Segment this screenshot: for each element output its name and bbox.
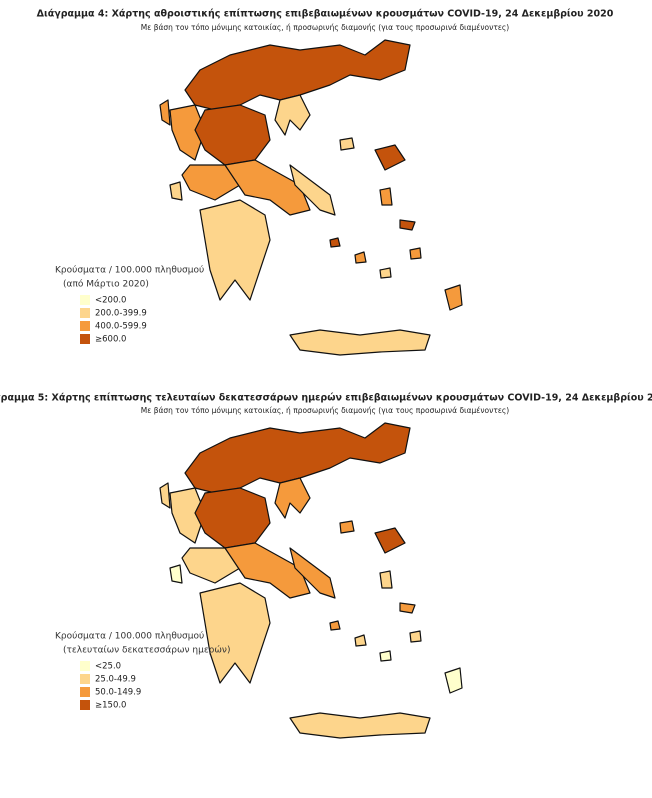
region — [379, 267, 392, 279]
region — [159, 99, 171, 126]
region — [409, 247, 422, 260]
legend-swatch — [80, 687, 90, 697]
region — [354, 251, 367, 264]
region — [444, 284, 463, 311]
region — [374, 144, 406, 171]
legend-label: <200.0 — [95, 296, 126, 306]
region — [184, 39, 411, 111]
region — [379, 650, 392, 662]
legend-title: Κρούσματα / 100.000 πληθυσμού — [55, 631, 204, 642]
legend-swatch — [80, 308, 90, 318]
region — [199, 582, 271, 684]
figure-subtitle: Με βάση τον τόπο μόνιμης κατοικίας, ή πρ… — [141, 23, 510, 32]
region — [379, 187, 393, 206]
figure-title: Διάγραμμα 4: Χάρτης αθροιστικής επίπτωση… — [37, 9, 614, 20]
region — [169, 564, 183, 584]
legend-label: ≥600.0 — [95, 335, 126, 345]
region — [399, 602, 416, 614]
legend-label: 200.0-399.9 — [95, 309, 147, 319]
legend-label: ≥150.0 — [95, 701, 126, 711]
region — [274, 94, 311, 136]
region — [274, 477, 311, 519]
region — [329, 237, 341, 248]
legend-swatch — [80, 321, 90, 331]
legend-swatch — [80, 700, 90, 710]
legend-swatch — [80, 661, 90, 671]
region — [399, 219, 416, 231]
region — [289, 164, 336, 216]
region — [289, 712, 431, 739]
legend-swatch — [80, 334, 90, 344]
region — [379, 570, 393, 589]
region — [159, 482, 171, 509]
legend-swatch — [80, 295, 90, 305]
region — [289, 329, 431, 356]
legend-subtitle: (τελευταίων δεκατεσσάρων ημερών) — [63, 645, 230, 656]
map — [159, 422, 463, 739]
region — [184, 422, 411, 494]
region — [444, 667, 463, 694]
legend-label: 50.0-149.9 — [95, 688, 141, 698]
legend-label: 25.0-49.9 — [95, 675, 136, 685]
legend-label: <25.0 — [95, 662, 121, 672]
region — [354, 634, 367, 647]
region — [169, 181, 183, 201]
region — [329, 620, 341, 631]
region — [409, 630, 422, 643]
region — [374, 527, 406, 554]
legend-title: Κρούσματα / 100.000 πληθυσμού — [55, 265, 204, 276]
map — [159, 39, 463, 356]
figure-title: Διάγραμμα 5: Χάρτης επίπτωσης τελευταίων… — [0, 393, 652, 404]
region — [194, 487, 271, 549]
region — [289, 547, 336, 599]
region — [169, 487, 206, 544]
legend-subtitle: (από Μάρτιο 2020) — [63, 279, 149, 290]
region — [199, 199, 271, 301]
region — [339, 520, 355, 534]
region — [224, 159, 311, 216]
legend-swatch — [80, 674, 90, 684]
region — [224, 542, 311, 599]
legend-label: 400.0-599.9 — [95, 322, 147, 332]
region — [339, 137, 355, 151]
region — [169, 104, 206, 161]
figure-subtitle: Με βάση τον τόπο μόνιμης κατοικίας, ή πρ… — [141, 406, 510, 415]
region — [194, 104, 271, 166]
